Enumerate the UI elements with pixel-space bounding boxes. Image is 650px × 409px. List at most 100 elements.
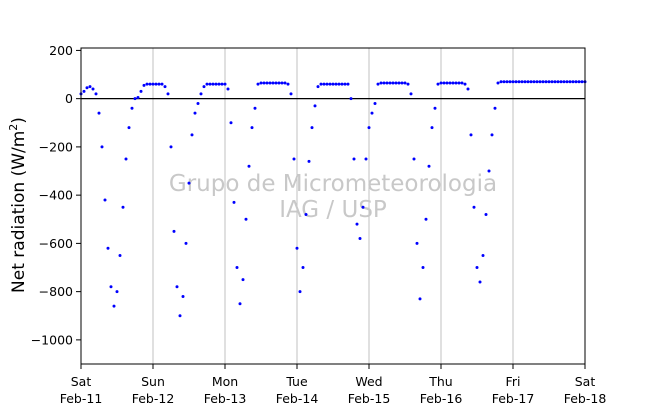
data-point xyxy=(397,81,401,85)
y-tick-label: −400 xyxy=(39,188,73,203)
data-point xyxy=(289,92,293,96)
data-point xyxy=(370,111,374,115)
data-point xyxy=(205,82,209,86)
data-point xyxy=(445,81,449,85)
data-point xyxy=(523,80,527,84)
data-point xyxy=(283,81,287,85)
data-point xyxy=(481,253,485,257)
data-point xyxy=(532,80,536,84)
y-tick-label: −1000 xyxy=(31,332,73,347)
y-tick-label: 200 xyxy=(49,43,73,58)
data-point xyxy=(145,82,149,86)
data-point xyxy=(112,304,116,308)
watermark-line-2: IAG / USP xyxy=(279,197,387,223)
data-point xyxy=(550,80,554,84)
data-point xyxy=(217,82,221,86)
data-point xyxy=(475,266,479,270)
data-point xyxy=(139,89,143,93)
data-point xyxy=(553,80,557,84)
data-point xyxy=(529,80,533,84)
data-point xyxy=(121,205,125,209)
data-point xyxy=(268,81,272,85)
data-point xyxy=(187,181,191,185)
data-point xyxy=(493,106,497,110)
data-point xyxy=(316,85,320,89)
data-point xyxy=(436,82,440,86)
data-point xyxy=(376,82,380,86)
data-point xyxy=(157,82,161,86)
data-point xyxy=(91,87,95,91)
data-point xyxy=(448,81,452,85)
data-point xyxy=(100,145,104,149)
data-point xyxy=(364,157,368,161)
vertical-gridlines xyxy=(152,48,514,364)
x-tick-date-label: Feb-15 xyxy=(348,391,391,406)
data-point xyxy=(136,95,140,99)
data-point xyxy=(196,101,200,105)
x-tick-date-label: Feb-18 xyxy=(564,391,607,406)
data-point xyxy=(571,80,575,84)
data-point xyxy=(163,85,167,89)
data-point xyxy=(535,80,539,84)
data-point xyxy=(223,82,227,86)
data-point xyxy=(511,80,515,84)
data-point xyxy=(241,278,245,282)
x-tick-day-label: Thu xyxy=(428,374,452,389)
data-point xyxy=(235,266,239,270)
data-point xyxy=(286,82,290,86)
data-point xyxy=(115,290,119,294)
y-tick-label: −200 xyxy=(39,139,73,154)
data-point xyxy=(406,82,410,86)
data-point xyxy=(577,80,581,84)
data-point xyxy=(421,266,425,270)
data-point xyxy=(466,87,470,91)
data-point xyxy=(433,106,437,110)
data-point xyxy=(220,82,224,86)
x-tick-day-label: Wed xyxy=(355,374,382,389)
data-point xyxy=(460,81,464,85)
data-point xyxy=(181,294,185,298)
data-point xyxy=(484,212,488,216)
data-point xyxy=(418,297,422,301)
data-point xyxy=(151,82,155,86)
x-tick-date-label: Feb-11 xyxy=(60,391,103,406)
data-point xyxy=(118,253,122,257)
data-point xyxy=(199,92,203,96)
data-point xyxy=(133,97,137,101)
data-point xyxy=(178,314,182,318)
data-point xyxy=(280,81,284,85)
data-point xyxy=(148,82,152,86)
data-point xyxy=(499,80,503,84)
y-axis-label: Net radiation (W/m2) xyxy=(7,117,29,293)
y-axis-label-superscript: 2 xyxy=(7,124,20,131)
data-point xyxy=(424,217,428,221)
data-point xyxy=(160,82,164,86)
data-point xyxy=(106,246,110,250)
data-point xyxy=(259,81,263,85)
data-point xyxy=(142,83,146,87)
x-tick-day-label: Fri xyxy=(506,374,521,389)
data-point xyxy=(400,81,404,85)
x-tick-day-label: Sat xyxy=(575,374,596,389)
x-tick-date-label: Feb-16 xyxy=(420,391,463,406)
x-tick-date-label: Feb-12 xyxy=(132,391,175,406)
data-point xyxy=(172,229,176,233)
data-point xyxy=(211,82,215,86)
data-point xyxy=(382,81,386,85)
data-point xyxy=(463,82,467,86)
data-point xyxy=(457,81,461,85)
data-point xyxy=(517,80,521,84)
data-point xyxy=(166,92,170,96)
data-point xyxy=(568,80,572,84)
data-point xyxy=(82,89,86,93)
data-point xyxy=(295,246,299,250)
x-tick-date-label: Feb-17 xyxy=(492,391,535,406)
data-point xyxy=(190,133,194,137)
data-point xyxy=(502,80,506,84)
y-tick-label: −600 xyxy=(39,236,73,251)
data-point xyxy=(88,85,92,89)
data-point xyxy=(367,126,371,130)
data-point xyxy=(454,81,458,85)
data-point xyxy=(352,157,356,161)
